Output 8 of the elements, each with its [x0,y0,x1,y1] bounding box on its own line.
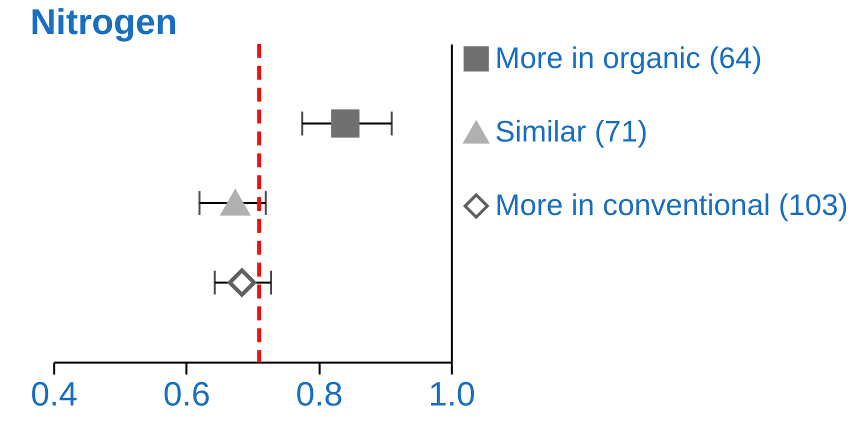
chart-title: Nitrogen [30,2,178,42]
x-tick-label: 0.6 [163,375,210,414]
legend-label: More in conventional (103) [495,188,848,222]
x-tick-label: 0.4 [30,375,78,414]
legend-label: More in organic (64) [495,42,762,75]
x-tick-label: 0.8 [296,375,343,414]
legend-label: Similar (71) [495,115,648,148]
x-tick-label: 1.0 [428,375,476,414]
